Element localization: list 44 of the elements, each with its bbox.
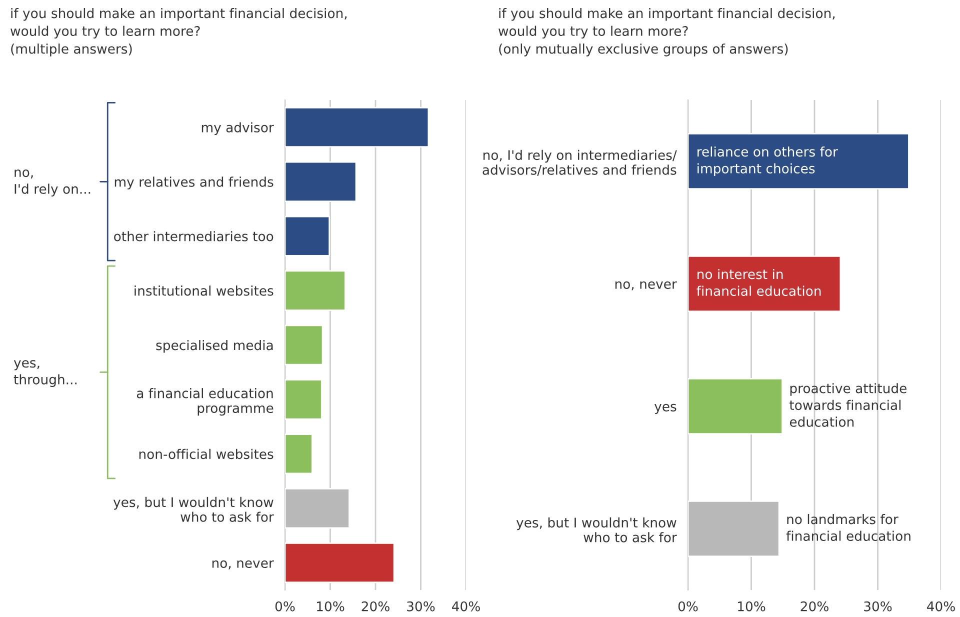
bar <box>688 132 910 190</box>
x-tick-label: 40% <box>452 601 480 612</box>
y-tick-label: yes, but I wouldn't know who to ask for <box>516 517 677 542</box>
y-tick-label: other intermediaries too <box>114 231 274 242</box>
y-tick-label: my relatives and friends <box>114 176 274 190</box>
y-tick-label: yes <box>654 404 676 414</box>
x-tick-label: 0% <box>678 601 698 612</box>
x-tick-label: 30% <box>407 601 435 612</box>
bar <box>285 434 313 474</box>
bar <box>688 500 780 558</box>
bar <box>688 255 842 312</box>
bar <box>285 488 350 529</box>
annotation: proactive attitude towards financial education <box>790 383 906 427</box>
y-tick-label: a financial education programme <box>136 388 274 416</box>
y-tick-label: institutional websites <box>134 286 274 296</box>
x-tick-label: 10% <box>317 601 344 612</box>
text: if you should make an important financial decision, would you try to learn more? (multiple answers) <box>10 8 347 56</box>
bar <box>285 542 395 584</box>
bar <box>285 379 322 420</box>
chart-title: if you should make an important financial decision, would you try to learn more? (only mutually exclusive groups of answers) <box>498 8 835 56</box>
x-tick-label: 10% <box>738 601 766 612</box>
y-tick-label: specialised media <box>156 340 273 353</box>
annotation: no interest in financial education <box>696 268 821 296</box>
y-tick-label: no, never <box>615 281 677 290</box>
x-tick-label: 20% <box>362 601 390 612</box>
x-tick-label: 40% <box>926 601 955 612</box>
x-tick-label: 30% <box>864 601 892 612</box>
y-tick-label: no, never <box>212 560 274 570</box>
y-tick-label: no, I'd rely on intermediaries/ advisors/relatives and friends <box>482 150 677 176</box>
bar <box>285 161 357 202</box>
x-tick-label: 20% <box>800 601 828 612</box>
bar <box>285 324 324 366</box>
bar <box>688 378 783 435</box>
y-tick-label: non-official websites <box>139 448 274 460</box>
y-tick-label: yes, but I wouldn't know who to ask for <box>113 496 274 522</box>
annotation: reliance on others for important choices <box>698 146 838 176</box>
y-tick-label: my advisor <box>202 122 274 135</box>
text: no, I'd rely on... <box>14 170 90 196</box>
bar <box>285 216 330 256</box>
bar <box>285 270 346 311</box>
annotation: no landmarks for financial education <box>786 514 910 541</box>
bar <box>285 106 430 148</box>
x-tick-label: 0% <box>275 601 295 612</box>
text: yes, through... <box>14 360 76 387</box>
